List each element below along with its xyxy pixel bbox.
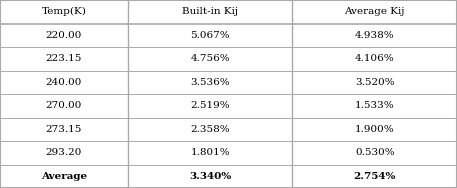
Text: 1.533%: 1.533% — [355, 101, 394, 110]
Text: 240.00: 240.00 — [46, 78, 82, 87]
Text: 4.756%: 4.756% — [191, 54, 230, 63]
Text: 2.358%: 2.358% — [191, 125, 230, 134]
Text: 0.530%: 0.530% — [355, 148, 394, 157]
Text: 3.340%: 3.340% — [189, 172, 231, 181]
Text: 2.754%: 2.754% — [354, 172, 396, 181]
Text: Temp(K): Temp(K) — [42, 7, 86, 16]
Text: 1.900%: 1.900% — [355, 125, 394, 134]
Text: Average: Average — [41, 172, 87, 181]
Text: 4.106%: 4.106% — [355, 54, 394, 63]
Text: 220.00: 220.00 — [46, 31, 82, 40]
Text: 5.067%: 5.067% — [191, 31, 230, 40]
Text: 223.15: 223.15 — [46, 54, 82, 63]
Text: 270.00: 270.00 — [46, 101, 82, 110]
Text: 273.15: 273.15 — [46, 125, 82, 134]
Text: 3.520%: 3.520% — [355, 78, 394, 87]
Text: 3.536%: 3.536% — [191, 78, 230, 87]
Text: 293.20: 293.20 — [46, 148, 82, 157]
Text: Built-in Kij: Built-in Kij — [182, 7, 238, 16]
Text: 1.801%: 1.801% — [191, 148, 230, 157]
Text: 2.519%: 2.519% — [191, 101, 230, 110]
Text: Average Kij: Average Kij — [345, 7, 405, 16]
Text: 4.938%: 4.938% — [355, 31, 394, 40]
